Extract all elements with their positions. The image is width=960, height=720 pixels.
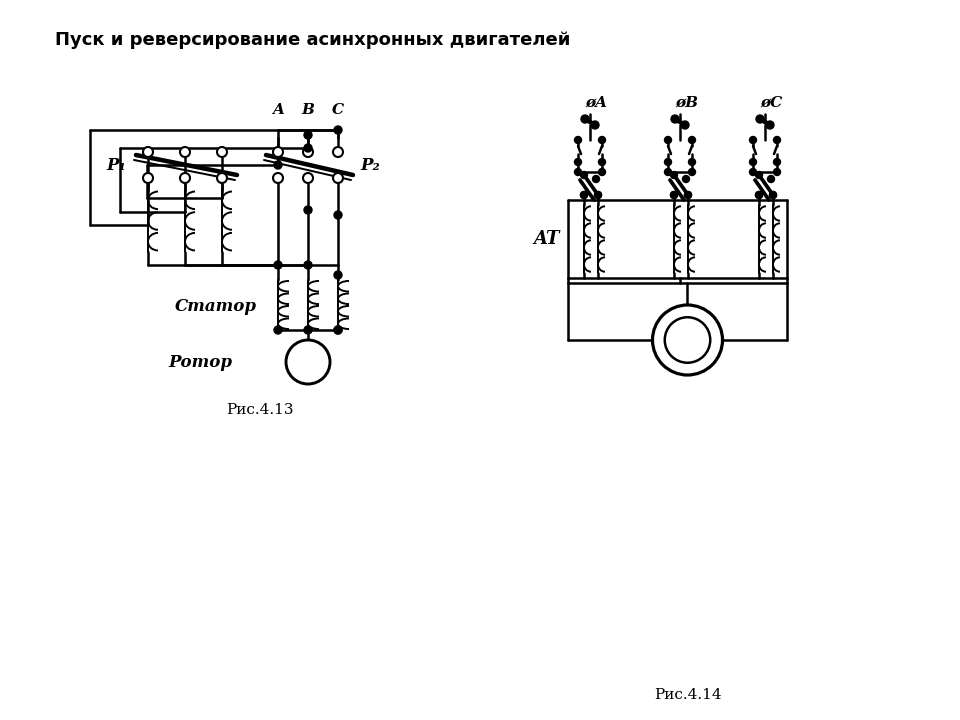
Circle shape bbox=[592, 176, 599, 182]
Text: øC: øC bbox=[760, 95, 782, 109]
Circle shape bbox=[770, 192, 777, 199]
Circle shape bbox=[304, 326, 312, 334]
Circle shape bbox=[750, 168, 756, 176]
Circle shape bbox=[774, 137, 780, 143]
Circle shape bbox=[581, 115, 589, 123]
Text: AT: AT bbox=[534, 230, 560, 248]
Circle shape bbox=[688, 158, 695, 166]
Circle shape bbox=[688, 137, 695, 143]
Circle shape bbox=[303, 147, 313, 157]
Circle shape bbox=[594, 192, 602, 199]
Circle shape bbox=[750, 137, 756, 143]
Circle shape bbox=[774, 168, 780, 176]
Circle shape bbox=[180, 173, 190, 183]
Circle shape bbox=[286, 340, 330, 384]
Circle shape bbox=[653, 305, 723, 375]
Circle shape bbox=[766, 121, 774, 129]
Circle shape bbox=[217, 147, 227, 157]
Circle shape bbox=[756, 192, 762, 199]
Circle shape bbox=[684, 192, 691, 199]
Circle shape bbox=[304, 144, 312, 152]
Circle shape bbox=[756, 192, 762, 199]
Circle shape bbox=[598, 137, 606, 143]
Circle shape bbox=[274, 326, 282, 334]
Circle shape bbox=[688, 168, 695, 176]
Circle shape bbox=[664, 137, 671, 143]
Circle shape bbox=[581, 192, 588, 199]
Circle shape bbox=[274, 261, 282, 269]
Text: Ротор: Ротор bbox=[168, 354, 232, 371]
Text: P₂: P₂ bbox=[360, 156, 380, 174]
Circle shape bbox=[334, 126, 342, 134]
Circle shape bbox=[581, 171, 588, 179]
Circle shape bbox=[304, 261, 312, 269]
Circle shape bbox=[756, 115, 764, 123]
Circle shape bbox=[598, 158, 606, 166]
Circle shape bbox=[767, 176, 775, 182]
Text: P₁: P₁ bbox=[107, 156, 126, 174]
Circle shape bbox=[683, 176, 689, 182]
Text: C: C bbox=[332, 103, 344, 117]
Circle shape bbox=[670, 192, 678, 199]
Circle shape bbox=[598, 168, 606, 176]
Circle shape bbox=[273, 173, 283, 183]
Text: Статор: Статор bbox=[175, 297, 257, 315]
Circle shape bbox=[670, 171, 678, 179]
Circle shape bbox=[304, 131, 312, 139]
Text: Рис.4.13: Рис.4.13 bbox=[227, 403, 294, 417]
Circle shape bbox=[774, 158, 780, 166]
Circle shape bbox=[591, 121, 599, 129]
Circle shape bbox=[581, 192, 588, 199]
Circle shape bbox=[574, 158, 582, 166]
Circle shape bbox=[334, 326, 342, 334]
Circle shape bbox=[180, 147, 190, 157]
Circle shape bbox=[750, 158, 756, 166]
Circle shape bbox=[334, 326, 342, 334]
Circle shape bbox=[303, 173, 313, 183]
Circle shape bbox=[274, 161, 282, 169]
Circle shape bbox=[574, 168, 582, 176]
Circle shape bbox=[304, 206, 312, 214]
Circle shape bbox=[334, 211, 342, 219]
Circle shape bbox=[664, 318, 710, 363]
Circle shape bbox=[217, 173, 227, 183]
Text: Пуск и реверсирование асинхронных двигателей: Пуск и реверсирование асинхронных двигат… bbox=[55, 31, 570, 49]
Circle shape bbox=[333, 147, 343, 157]
Circle shape bbox=[334, 271, 342, 279]
Circle shape bbox=[143, 173, 153, 183]
Text: Рис.4.14: Рис.4.14 bbox=[654, 688, 721, 702]
Circle shape bbox=[670, 192, 678, 199]
Circle shape bbox=[143, 147, 153, 157]
Circle shape bbox=[770, 192, 777, 199]
Circle shape bbox=[273, 147, 283, 157]
Circle shape bbox=[756, 171, 762, 179]
Circle shape bbox=[684, 192, 691, 199]
Circle shape bbox=[333, 173, 343, 183]
Text: B: B bbox=[301, 103, 315, 117]
Circle shape bbox=[594, 192, 602, 199]
Text: øB: øB bbox=[675, 95, 698, 109]
Text: øA: øA bbox=[585, 95, 607, 109]
Circle shape bbox=[671, 115, 679, 123]
Text: A: A bbox=[272, 103, 284, 117]
Circle shape bbox=[664, 168, 671, 176]
Circle shape bbox=[664, 158, 671, 166]
Circle shape bbox=[681, 121, 689, 129]
Circle shape bbox=[574, 137, 582, 143]
